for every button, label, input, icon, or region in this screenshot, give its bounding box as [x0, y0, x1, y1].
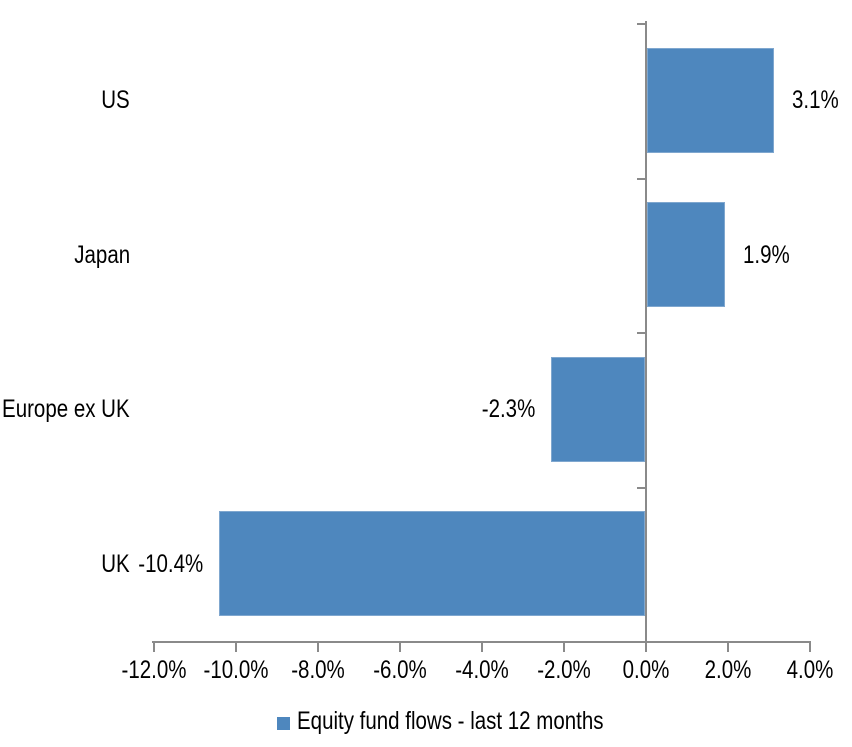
category-tick	[637, 178, 645, 180]
bar-value-label: 1.9%	[743, 241, 790, 269]
x-axis-tick	[727, 641, 729, 652]
x-axis-tick-label: -6.0%	[373, 656, 427, 684]
bar-value-label: -2.3%	[481, 395, 535, 423]
category-tick	[637, 332, 645, 334]
x-axis-tick	[235, 641, 237, 652]
x-axis-tick	[809, 641, 811, 652]
x-axis-tick-label: -4.0%	[455, 656, 509, 684]
bar-value-label: -10.4%	[138, 550, 203, 578]
category-tick	[637, 487, 645, 489]
x-axis-tick-label: -8.0%	[291, 656, 345, 684]
category-label: Japan	[74, 241, 130, 269]
x-axis-tick	[153, 641, 155, 652]
x-axis-tick	[645, 641, 647, 652]
x-axis-tick-label: 2.0%	[704, 656, 752, 684]
bar	[219, 511, 645, 616]
x-axis-tick	[563, 641, 565, 652]
x-axis-tick-label: 4.0%	[786, 656, 834, 684]
legend-label: Equity fund flows - last 12 months	[297, 707, 604, 735]
zero-axis-line	[645, 21, 647, 652]
bar-value-label: 3.1%	[792, 86, 839, 114]
bar	[647, 202, 725, 307]
x-axis-tick-label: -2.0%	[537, 656, 591, 684]
bar	[551, 357, 645, 462]
category-label: US	[101, 86, 130, 114]
x-axis-tick	[317, 641, 319, 652]
category-tick	[637, 23, 645, 25]
bar	[647, 48, 774, 153]
x-axis-tick	[399, 641, 401, 652]
category-label: Europe ex UK	[2, 395, 130, 423]
category-label: UK	[101, 550, 130, 578]
x-axis-tick-label: -10.0%	[203, 656, 269, 684]
x-axis-tick-label: -12.0%	[121, 656, 187, 684]
legend-swatch-icon	[277, 717, 290, 730]
x-axis-tick	[481, 641, 483, 652]
x-axis-tick-label: 0.0%	[622, 656, 670, 684]
